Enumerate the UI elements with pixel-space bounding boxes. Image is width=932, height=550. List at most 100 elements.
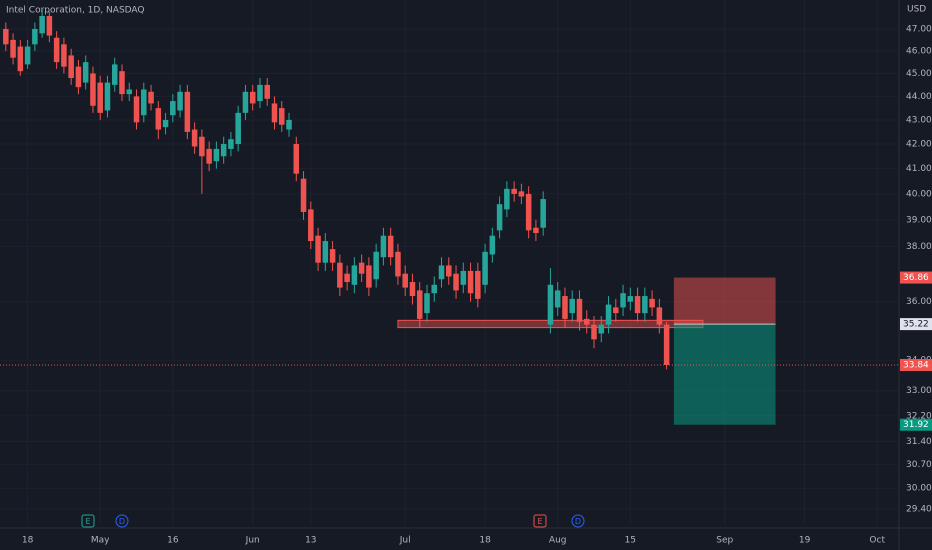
candle-body: [170, 101, 176, 116]
price-label: 31.92: [903, 420, 929, 430]
candle-body: [322, 241, 329, 263]
x-tick-label: Oct: [869, 536, 885, 546]
x-tick-label: Jul: [399, 536, 411, 546]
candle-body: [133, 96, 140, 123]
candle-body: [424, 293, 430, 314]
candle-body: [141, 89, 147, 116]
axes: 47.00 46.00 45.00 44.00 43.00 42.00 41.00 40.00…: [22, 24, 932, 546]
x-tick-label: Sep: [716, 536, 733, 546]
candle-body: [17, 46, 24, 72]
candle-body: [162, 119, 169, 128]
x-tick-label: 18: [479, 536, 491, 546]
candle-body: [496, 204, 503, 231]
candle-body: [518, 191, 525, 197]
candle-body: [438, 265, 445, 280]
candle-body: [10, 39, 16, 58]
candle-body: [504, 188, 510, 210]
x-tick-label: 18: [22, 536, 34, 546]
y-tick-label: 32.20: [906, 411, 932, 421]
candle-body: [278, 108, 285, 125]
event-label[interactable]: E: [85, 517, 90, 526]
candle-body: [300, 178, 307, 212]
candle-body: [402, 273, 408, 288]
x-tick-label: Aug: [549, 536, 567, 546]
candle-body: [90, 73, 96, 106]
candle-body: [199, 136, 205, 157]
candle-body: [489, 235, 496, 255]
candle-body: [605, 304, 612, 325]
price-label: 33.84: [903, 360, 929, 370]
candle-body: [104, 82, 111, 111]
target-area: [673, 324, 776, 425]
candle-body: [39, 15, 45, 34]
candle-body: [148, 91, 154, 104]
currency: USD: [907, 5, 926, 15]
y-tick-label: 36.00: [906, 297, 932, 307]
candle-body: [416, 290, 423, 319]
candle-body: [329, 249, 336, 263]
chart-title: Intel Corporation, 1D, NASDAQ: [6, 6, 145, 16]
candle-body: [32, 28, 38, 45]
price-label: 35.22: [903, 320, 929, 330]
candle-body: [446, 265, 452, 277]
candle-body: [576, 298, 583, 322]
candle-body: [380, 235, 387, 258]
candle-body: [525, 193, 532, 231]
y-tick-label: 41.00: [906, 164, 932, 174]
y-tick-label: 39.00: [906, 215, 932, 225]
candle-body: [583, 318, 590, 325]
earnings-icon[interactable]: [81, 514, 95, 528]
candle-body: [511, 188, 517, 194]
price-label-bg: [900, 318, 932, 331]
y-tick-label: 46.00: [906, 46, 932, 56]
price-label-bg: [900, 418, 932, 431]
candle-body: [642, 296, 648, 314]
dividend-icon[interactable]: [571, 514, 585, 528]
candle-body: [206, 148, 212, 164]
candle-body: [598, 324, 605, 334]
candle-body: [308, 209, 314, 242]
candle-body: [460, 270, 467, 285]
y-tick-label: 47.00: [906, 24, 932, 34]
candle-body: [228, 139, 234, 149]
candle-body: [613, 307, 619, 314]
candle-body: [337, 262, 343, 288]
candle-body: [482, 251, 488, 285]
event-label[interactable]: D: [119, 517, 125, 526]
y-tick-label: 30.70: [906, 460, 932, 470]
candle-body: [242, 91, 249, 113]
candle-body: [373, 251, 379, 280]
candle-body: [271, 103, 278, 123]
y-tick-label: 42.00: [906, 140, 932, 150]
y-tick-label: 43.00: [906, 115, 932, 125]
candle-body: [387, 235, 394, 258]
candle-body: [191, 129, 198, 147]
x-tick-label: May: [91, 536, 110, 546]
dividend-icon[interactable]: [115, 514, 129, 528]
candle-body: [547, 284, 554, 325]
candle-body: [53, 37, 60, 63]
candle-body: [569, 298, 575, 314]
event-label[interactable]: E: [537, 517, 542, 526]
y-tick-label: 33.00: [906, 386, 932, 396]
candle-body: [431, 284, 438, 294]
event-markers: E D E D: [81, 514, 585, 528]
candle-body: [177, 91, 183, 111]
candle-body: [61, 44, 67, 67]
x-tick-label: 16: [167, 536, 179, 546]
candle-body: [82, 62, 89, 83]
x-tick-label: 19: [799, 536, 811, 546]
candle-body: [184, 91, 191, 132]
candle-body: [409, 282, 416, 297]
candle-body: [119, 71, 125, 95]
price-label-bg: [900, 358, 932, 371]
earnings-icon[interactable]: [533, 514, 547, 528]
candle-body: [235, 112, 241, 145]
event-label[interactable]: D: [575, 517, 581, 526]
candle-body: [540, 199, 546, 228]
candle-body: [533, 227, 539, 234]
x-tick-label: 15: [625, 536, 636, 546]
candle-body: [475, 270, 481, 299]
candle-body: [358, 262, 365, 274]
